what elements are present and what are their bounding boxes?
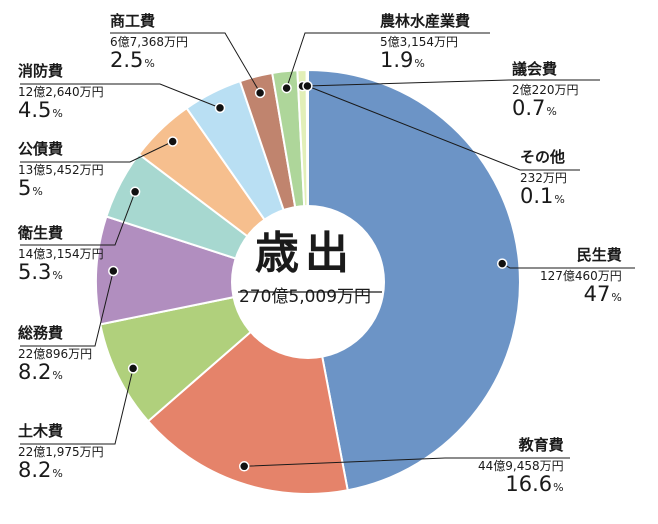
label-sonota: その他 232万円 0.1% — [520, 148, 567, 208]
leader-line — [20, 141, 173, 163]
slice-amount: 2億220万円 — [512, 83, 579, 97]
leader-line — [20, 368, 134, 445]
slice-percent: 16.6 — [505, 472, 553, 496]
slice-amount: 127億460万円 — [540, 269, 622, 283]
slice-name: 教育費 — [518, 436, 564, 454]
leader-dot — [214, 102, 226, 114]
slice-percent: 5.3 — [18, 260, 52, 284]
leader-line — [110, 32, 261, 94]
slice-amount: 232万円 — [520, 171, 567, 185]
label-shoubou: 消防費 12億2,640万円 4.5% — [18, 62, 104, 122]
slice-amount: 44億9,458万円 — [478, 459, 564, 473]
leader-line — [286, 32, 490, 89]
slice-name: 商工費 — [110, 12, 156, 30]
slice-percent: 4.5 — [18, 98, 52, 122]
slice-percent: 47 — [583, 282, 611, 306]
slice-percent: 0.1 — [520, 184, 554, 208]
pie-slice — [307, 68, 521, 492]
slice-amount: 5億3,154万円 — [380, 35, 458, 49]
slice-percent: 8.2 — [18, 458, 52, 482]
leader-line — [244, 457, 570, 467]
slice-amount: 22億1,975万円 — [18, 445, 104, 459]
leader-dot — [281, 82, 292, 94]
leader-dot — [496, 258, 508, 269]
slice-name: 公債費 — [18, 140, 64, 158]
slice-name: その他 — [520, 148, 566, 166]
pie-slice — [95, 215, 312, 326]
center-label: 歳出 270億5,009万円 — [210, 228, 400, 308]
label-doboku: 土木費 22億1,975万円 8.2% — [18, 422, 104, 482]
slice-amount: 22億896万円 — [18, 347, 93, 361]
leader-lines — [20, 32, 635, 472]
slice-percent: 8.2 — [18, 360, 52, 384]
leader-line — [20, 270, 114, 347]
leader-dot — [302, 80, 313, 92]
slice-percent: 5 — [18, 176, 32, 200]
leader-dot — [127, 363, 139, 374]
slice-name: 衛生費 — [18, 224, 64, 242]
slice-name: 土木費 — [18, 422, 64, 440]
slice-percent: 0.7 — [512, 96, 546, 120]
chart-total: 270億5,009万円 — [238, 287, 372, 307]
label-shoukou: 商工費 6億7,368万円 2.5% — [110, 12, 188, 72]
label-kousai: 公債費 13億5,452万円 5% — [18, 140, 104, 200]
leader-dot — [254, 87, 266, 99]
slice-name: 民生費 — [576, 246, 622, 264]
label-kyouiku: 教育費 44億9,458万円 16.6% — [478, 436, 564, 496]
leader-dot — [238, 461, 250, 472]
leader-dot — [108, 265, 119, 277]
slice-amount: 6億7,368万円 — [110, 35, 188, 49]
label-soumu: 総務費 22億896万円 8.2% — [18, 324, 93, 384]
slice-name: 農林水産業費 — [380, 12, 471, 30]
label-nourin: 農林水産業費 5億3,154万円 1.9% — [380, 12, 471, 72]
slice-amount: 14億3,154万円 — [18, 247, 104, 261]
slice-amount: 13億5,452万円 — [18, 163, 104, 177]
donut-hole — [231, 205, 385, 359]
leader-line — [20, 83, 221, 109]
slice-percent: 1.9 — [380, 48, 414, 72]
slice-name: 議会費 — [512, 60, 558, 78]
leader-line — [20, 191, 136, 246]
label-minsei: 民生費 127億460万円 47% — [540, 246, 622, 306]
leader-dot — [167, 136, 178, 147]
label-gikai: 議会費 2億220万円 0.7% — [512, 60, 579, 120]
slice-percent: 2.5 — [110, 48, 144, 72]
leader-dot — [129, 186, 141, 198]
leader-line — [307, 85, 580, 171]
slice-amount: 12億2,640万円 — [18, 85, 104, 99]
leader-line — [302, 79, 600, 87]
slice-name: 消防費 — [18, 62, 64, 80]
chart-title: 歳出 — [255, 228, 355, 279]
slice-name: 総務費 — [18, 324, 64, 342]
label-eisei: 衛生費 14億3,154万円 5.3% — [18, 224, 104, 284]
